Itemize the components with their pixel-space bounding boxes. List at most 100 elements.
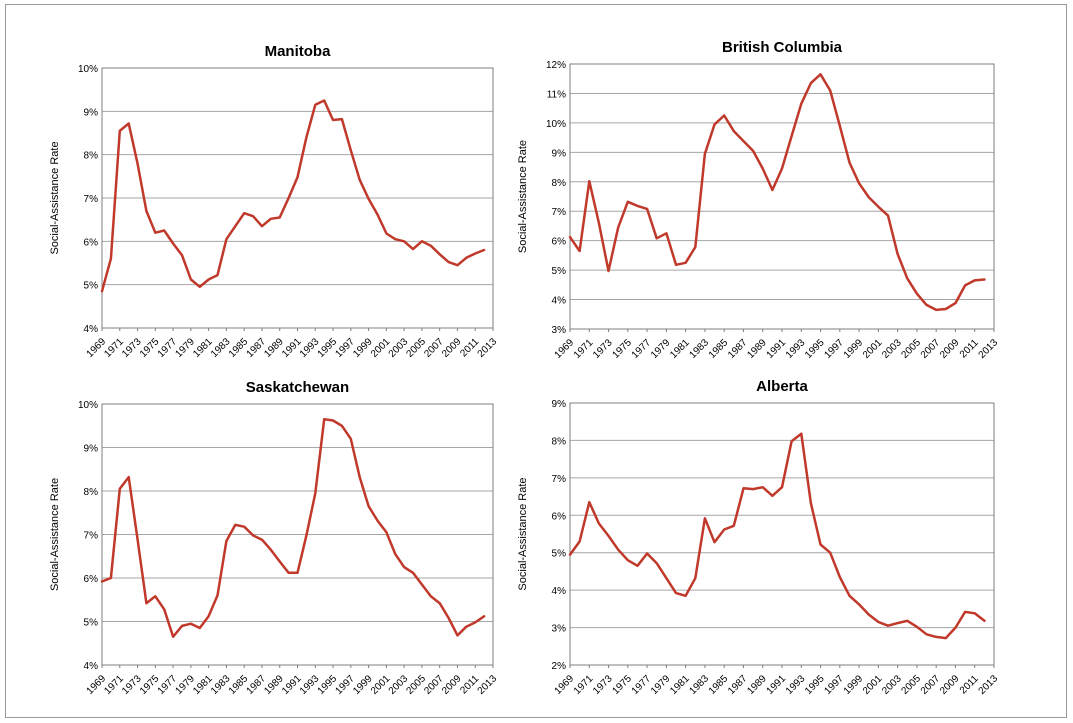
x-tick-label: 1973	[120, 336, 144, 360]
x-tick-label: 1987	[245, 673, 269, 697]
y-tick-label: 6%	[552, 511, 567, 522]
y-tick-label: 6%	[552, 237, 567, 248]
x-tick-label: 2003	[880, 337, 904, 361]
x-tick-label: 1969	[553, 337, 577, 361]
y-tick-label: 4%	[552, 296, 567, 307]
y-tick-label: 5%	[552, 266, 567, 277]
x-tick-label: 1991	[280, 673, 304, 697]
x-tick-label: 1987	[245, 336, 269, 360]
x-tick-label: 2005	[900, 337, 924, 361]
x-tick-label: 1995	[316, 336, 340, 360]
x-tick-label: 1981	[191, 673, 215, 697]
x-tick-label: 2001	[861, 337, 885, 361]
y-tick-label: 9%	[84, 444, 99, 455]
x-tick-label: 1969	[85, 673, 109, 697]
series-line	[568, 73, 986, 312]
y-axis-label: Social-Assistance Rate	[517, 140, 529, 253]
y-tick-label: 5%	[552, 549, 567, 560]
y-tick-label: 5%	[84, 281, 99, 292]
x-tick-label: 1977	[630, 673, 654, 697]
x-tick-label: 1981	[191, 336, 215, 360]
y-tick-label: 10%	[78, 64, 98, 75]
x-tick-label: 1983	[209, 673, 233, 697]
y-tick-label: 8%	[552, 436, 567, 447]
y-tick-label: 9%	[552, 148, 567, 159]
y-tick-label: 2%	[552, 661, 567, 672]
x-tick-label: 1979	[649, 337, 673, 361]
x-tick-label: 1991	[765, 337, 789, 361]
x-tick-label: 1989	[262, 673, 286, 697]
x-tick-label: 2013	[977, 673, 1001, 697]
x-tick-label: 1985	[227, 336, 251, 360]
y-axis-label: Social-Assistance Rate	[517, 477, 529, 590]
x-tick-label: 2003	[880, 673, 904, 697]
y-tick-label: 4%	[84, 324, 99, 335]
x-tick-label: 1971	[102, 336, 126, 360]
y-tick-label: 3%	[552, 325, 567, 336]
series-line	[100, 99, 486, 293]
figure-panel: 4% 5% 6% 7% 8% 9% 10% 1969 1971 1973 1975 1977 1979 1…	[5, 4, 1067, 718]
x-tick-label: 2011	[958, 337, 981, 360]
x-tick-label: 1983	[688, 673, 712, 697]
social-assistance-charts: 4%5%6%7%8%9%10%1969197119731975197719791…	[49, 39, 1001, 697]
x-tick-label: 2009	[440, 336, 464, 360]
x-tick-label: 1969	[553, 673, 577, 697]
x-tick-label: 1993	[784, 337, 808, 361]
x-tick-label: 1993	[784, 673, 808, 697]
series-line	[568, 432, 986, 640]
x-tick-label: 1995	[316, 673, 340, 697]
y-tick-label: 8%	[84, 487, 99, 498]
x-tick-label: 2005	[405, 673, 429, 697]
x-tick-label: 1989	[262, 336, 286, 360]
x-tick-label: 1993	[298, 336, 322, 360]
x-tick-label: 1975	[610, 337, 634, 361]
x-tick-label: 1973	[591, 337, 615, 361]
x-tick-label: 2007	[422, 673, 446, 697]
x-tick-label: 1983	[209, 336, 233, 360]
x-tick-label: 1979	[649, 673, 673, 697]
plot-frame	[569, 402, 995, 666]
y-tick-label: 10%	[546, 119, 566, 130]
x-tick-label: 1975	[610, 673, 634, 697]
x-tick-label: 1975	[138, 673, 162, 697]
x-tick-label: 2005	[900, 673, 924, 697]
x-tick-label: 1971	[102, 673, 126, 697]
y-tick-label: 7%	[552, 207, 567, 218]
y-tick-label: 8%	[552, 178, 567, 189]
x-tick-label: 1977	[630, 337, 654, 361]
x-tick-label: 1985	[707, 337, 731, 361]
x-tick-label: 1979	[173, 336, 197, 360]
y-tick-label: 7%	[84, 194, 99, 205]
y-tick-label: 8%	[84, 151, 99, 162]
x-tick-label: 2001	[369, 673, 393, 697]
y-tick-label: 12%	[546, 60, 566, 71]
plot-frame	[569, 63, 995, 330]
x-tick-label: 2007	[919, 337, 943, 361]
y-tick-label: 4%	[552, 586, 567, 597]
x-tick-label: 1975	[138, 336, 162, 360]
x-tick-label: 1973	[120, 673, 144, 697]
series-line	[100, 417, 486, 638]
y-tick-label: 3%	[552, 624, 567, 635]
y-tick-label: 7%	[552, 474, 567, 485]
x-tick-label: 2007	[422, 336, 446, 360]
x-tick-label: 2009	[938, 673, 962, 697]
x-tick-label: 1991	[765, 673, 789, 697]
y-tick-label: 6%	[84, 574, 99, 585]
x-tick-label: 1997	[333, 336, 357, 360]
x-tick-label: 1995	[803, 673, 827, 697]
x-tick-label: 1969	[85, 336, 109, 360]
x-tick-label: 2013	[476, 336, 500, 360]
x-tick-label: 2003	[387, 673, 411, 697]
x-tick-label: 1997	[822, 337, 846, 361]
x-tick-label: 1999	[351, 673, 375, 697]
x-tick-label: 1989	[745, 337, 769, 361]
x-tick-label: 1987	[726, 337, 750, 361]
y-tick-label: 5%	[84, 618, 99, 629]
x-tick-label: 1977	[156, 673, 180, 697]
x-tick-label: 1999	[842, 673, 866, 697]
x-tick-label: 1983	[688, 337, 712, 361]
y-tick-label: 11%	[547, 89, 566, 100]
x-tick-label: 1973	[591, 673, 615, 697]
x-tick-label: 2007	[919, 673, 943, 697]
